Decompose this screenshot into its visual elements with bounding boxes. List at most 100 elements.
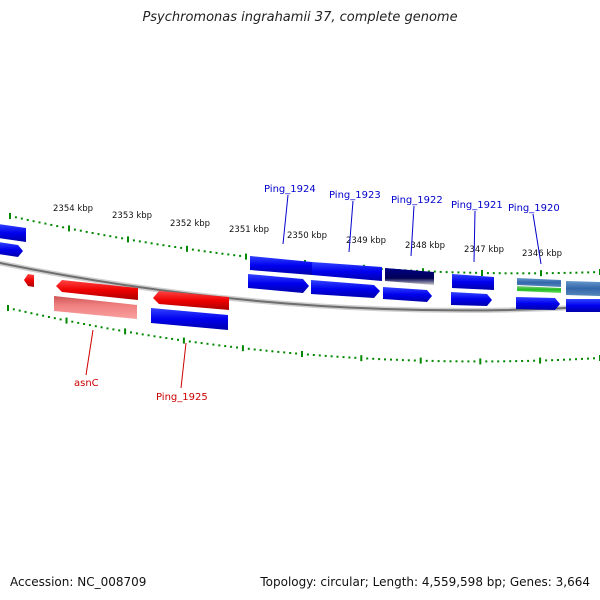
ruler-minor-tick	[522, 272, 525, 275]
ruler-minor-tick	[587, 271, 590, 274]
ruler-minor-tick	[545, 272, 548, 275]
gene-ping1920-arrow[interactable]	[516, 297, 560, 310]
ruler-minor-tick	[534, 272, 537, 275]
leader-line-ping1920	[532, 213, 542, 265]
ruler-minor-tick	[59, 318, 62, 321]
gene-ping1922[interactable]	[385, 268, 434, 285]
gene-small-red[interactable]	[24, 274, 34, 287]
gene-label-ping1923[interactable]: Ping_1923	[329, 190, 381, 201]
ruler-minor-tick	[109, 235, 112, 238]
ruler-minor-tick	[569, 271, 572, 274]
ruler-minor-tick	[62, 226, 65, 229]
ruler-major-tick	[481, 270, 483, 276]
ruler-minor-tick	[469, 271, 472, 274]
gene-label-ping1920[interactable]: Ping_1920	[508, 203, 560, 214]
ruler-minor-tick	[289, 352, 292, 354]
ruler-minor-tick	[141, 333, 144, 336]
gene-label-ping1921[interactable]: Ping_1921	[451, 200, 503, 211]
ruler-minor-tick	[295, 352, 298, 355]
ruler-minor-tick	[147, 334, 150, 337]
ruler-minor-tick	[510, 272, 513, 275]
ruler-minor-tick	[103, 234, 106, 237]
map-title: Psychromonas ingrahamii 37, complete gen…	[142, 10, 458, 25]
ruler-minor-tick	[306, 353, 309, 356]
topology-text: Topology: circular; Length: 4,559,598 bp…	[260, 575, 590, 589]
ruler-minor-tick	[433, 270, 436, 273]
gene-ping1921-arrow[interactable]	[451, 292, 492, 306]
accession-text: Accession: NC_008709	[10, 575, 147, 589]
ruler-minor-tick	[100, 326, 103, 329]
gene-ping1921[interactable]	[452, 274, 494, 290]
gene-block[interactable]	[566, 281, 600, 296]
ruler-minor-tick	[486, 272, 489, 275]
kbp-label: 2350 kbp	[287, 231, 327, 241]
ruler-minor-tick	[88, 324, 91, 327]
gene-ping1920-green[interactable]	[517, 286, 561, 293]
leader-line-ping1925	[180, 342, 187, 389]
ruler-minor-tick	[77, 321, 80, 324]
ruler-major-tick	[127, 236, 129, 243]
kbp-label: 2347 kbp	[464, 245, 504, 255]
gene-ping1923[interactable]	[312, 262, 382, 281]
ruler-minor-tick	[233, 254, 236, 257]
gene-arrow[interactable]	[0, 242, 23, 257]
gene-ping1920[interactable]	[517, 278, 561, 287]
gene-block[interactable]	[0, 224, 26, 242]
ruler-minor-tick	[212, 343, 215, 346]
ruler-minor-tick	[527, 359, 530, 362]
ruler-minor-tick	[407, 359, 410, 362]
ruler-minor-tick	[427, 270, 430, 273]
gene-label-ping1922[interactable]: Ping_1922	[391, 195, 443, 206]
gene-ping1924[interactable]	[250, 256, 312, 275]
ruler-minor-tick	[443, 360, 446, 363]
ruler-minor-tick	[563, 358, 565, 361]
ruler-minor-tick	[467, 360, 470, 363]
gene-asnc-arrow[interactable]	[56, 280, 138, 300]
ruler-minor-tick	[498, 272, 501, 275]
ruler-major-tick	[479, 358, 482, 365]
gene-labels: Ping_1924 Ping_1923 Ping_1922 Ping_1921 …	[74, 184, 560, 403]
ruler-minor-tick	[455, 360, 458, 363]
ruler-minor-tick	[557, 272, 560, 274]
kbp-label: 2354 kbp	[53, 204, 93, 214]
ruler-minor-tick	[42, 314, 45, 317]
ruler-minor-tick	[30, 312, 33, 315]
ruler-minor-tick	[83, 323, 86, 325]
gene-ping1925[interactable]	[151, 308, 228, 330]
ruler-minor-tick	[215, 251, 218, 254]
gene-ping1924-arrow[interactable]	[248, 274, 309, 293]
ruler-minor-tick	[384, 358, 386, 361]
ruler-minor-tick	[56, 225, 59, 228]
ruler-minor-tick	[449, 360, 452, 363]
gene-ping1922-arrow[interactable]	[383, 287, 432, 302]
ruler-minor-tick	[372, 357, 375, 360]
leader-line-ping1922	[410, 205, 415, 257]
ruler-ticks-lower	[7, 305, 600, 365]
gene-label-ping1924[interactable]: Ping_1924	[264, 184, 316, 195]
gene-block[interactable]	[566, 299, 600, 312]
ruler-minor-tick	[437, 360, 440, 363]
ruler-major-tick	[301, 351, 303, 357]
ruler-minor-tick	[575, 271, 578, 274]
ruler-minor-tick	[221, 252, 224, 255]
ruler-minor-tick	[97, 233, 100, 236]
gene-ping1923-arrow[interactable]	[311, 280, 380, 298]
gene-label-asnc[interactable]: asnC	[74, 378, 99, 389]
ruler-minor-tick	[509, 360, 512, 363]
gene-label-ping1925[interactable]: Ping_1925	[156, 392, 208, 403]
gene-asnc[interactable]	[54, 296, 137, 319]
ruler-minor-tick	[162, 244, 165, 247]
ruler-minor-tick	[79, 229, 82, 232]
ruler-minor-tick	[12, 308, 15, 311]
gene-ping1925-arrow[interactable]	[153, 291, 229, 310]
ruler-minor-tick	[491, 360, 494, 363]
ruler-minor-tick	[44, 222, 47, 225]
ruler-major-tick	[360, 355, 363, 362]
ruler-minor-tick	[342, 356, 345, 359]
ruler-minor-tick	[283, 351, 286, 354]
ruler-minor-tick	[230, 345, 233, 348]
ruler-minor-tick	[18, 309, 21, 312]
ruler-minor-tick	[236, 346, 238, 349]
ruler-minor-tick	[348, 356, 351, 359]
ruler-minor-tick	[271, 350, 274, 353]
